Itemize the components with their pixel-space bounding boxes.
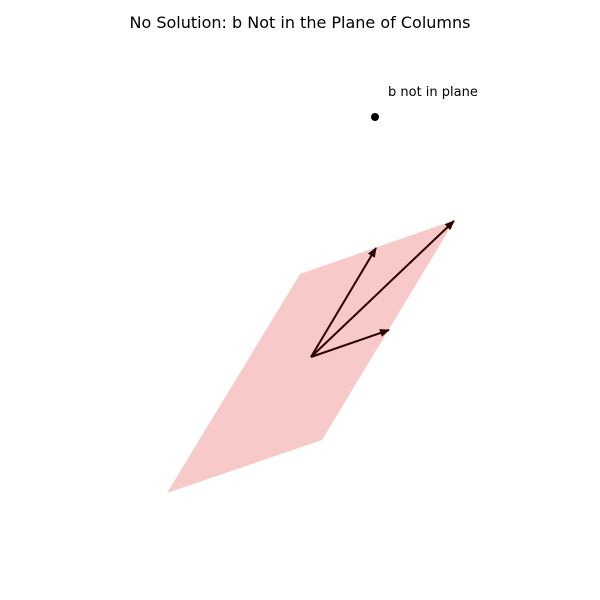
point-b: [371, 113, 379, 121]
point-b-label: b not in plane: [388, 85, 478, 100]
figure-title: No Solution: b Not in the Plane of Colum…: [129, 13, 471, 32]
column-2-arrow: [310, 329, 390, 358]
column-sum-arrow: [310, 220, 455, 358]
column-1-arrow: [310, 247, 377, 358]
